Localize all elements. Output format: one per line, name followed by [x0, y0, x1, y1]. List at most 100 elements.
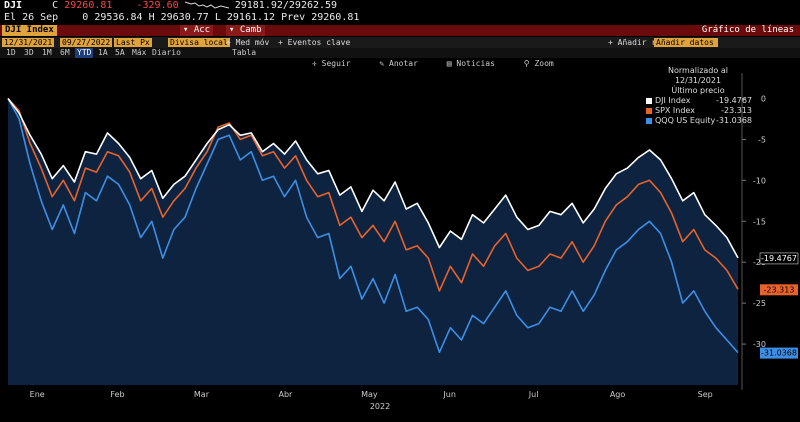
events-label: Eventos clave	[287, 38, 351, 47]
y-tick-label: -5	[758, 135, 766, 144]
line-chart: 0 -5 -10 -15 -20 -25 -30 Ene Feb Mar Abr May Jun Jul A…	[7, 73, 799, 411]
prev-label: Prev	[281, 12, 306, 23]
last-value-tag	[760, 284, 798, 296]
low-label: L	[214, 12, 221, 23]
table-view-button[interactable]: Tabla	[232, 48, 257, 57]
news-label: Noticias	[456, 59, 495, 68]
area-fill	[8, 98, 738, 385]
last-price: 29260.81	[64, 0, 113, 11]
x-tick-label: Feb	[110, 390, 124, 399]
high-value: 29630.77	[160, 12, 209, 23]
legend-value: -23.313	[721, 106, 752, 115]
period-1a[interactable]: 1A	[98, 48, 108, 57]
chart-settings-toolbar: 12/31/2021 09/27/2022 Last Px Divisa loc…	[0, 37, 800, 48]
events-toggle[interactable]: + Eventos clave	[276, 38, 352, 47]
x-tick-label: Ene	[30, 390, 45, 399]
period-6m[interactable]: 6M	[60, 48, 70, 57]
zoom-tool[interactable]: ⚲ Zoom	[523, 59, 554, 68]
x-tick-label: Ago	[610, 390, 626, 399]
prev-value: 29260.81	[311, 12, 360, 23]
caret-down-icon: ▾	[229, 25, 235, 35]
add-data-field[interactable]: Añadir datos	[654, 38, 718, 47]
last-value-tag	[759, 252, 799, 265]
open-value: 29536.84	[94, 12, 143, 23]
legend-swatch	[646, 98, 652, 104]
camb-menu[interactable]: ▾ Camb	[226, 25, 265, 36]
y-tick-label: -10	[753, 176, 766, 185]
legend-value: -31.0368	[716, 116, 752, 125]
acc-label: Acc	[193, 25, 211, 35]
period-toolbar: 1D 3D 1M 6M YTD 1A 5A Máx Diario Tabla	[0, 48, 800, 58]
x-tick-label: May	[361, 390, 378, 399]
x-tick-label: Abr	[278, 390, 293, 399]
chart-tools: ✛ Seguir ✎ Anotar ▤ Noticias ⚲ Zoom	[312, 58, 578, 69]
period-5a[interactable]: 5A	[115, 48, 125, 57]
last-value-tag	[760, 347, 798, 359]
plus-icon: +	[278, 38, 283, 47]
security-toolbar: DJI Index ▾ Acc ▾ Camb Gráfico de líneas	[0, 25, 800, 36]
legend-title: Normalizado al 12/31/2021	[668, 66, 728, 85]
annotate-label: Anotar	[389, 59, 418, 68]
annotate-tool[interactable]: ✎ Anotar	[379, 59, 418, 68]
y-tick-label: -30	[753, 340, 766, 349]
x-tick-label: Mar	[194, 390, 210, 399]
legend-name: SPX Index	[655, 106, 695, 115]
plus-icon: +	[608, 38, 613, 47]
chart-legend: Normalizado al 12/31/2021 Último precio …	[644, 66, 752, 126]
open-label: 0	[82, 12, 89, 23]
frequency-selector[interactable]: Diario	[152, 48, 181, 57]
high-label: H	[148, 12, 155, 23]
currency-selector[interactable]: Divisa local	[168, 38, 230, 47]
security-field[interactable]: DJI Index	[2, 25, 57, 36]
x-tick-label: Jul	[528, 390, 539, 399]
period-max[interactable]: Máx	[132, 48, 147, 57]
legend-name: DJI Index	[655, 96, 691, 105]
start-date-field[interactable]: 12/31/2021	[2, 38, 55, 47]
x-axis-year: 2022	[370, 402, 390, 411]
chart-area: 0 -5 -10 -15 -20 -25 -30 Ene Feb Mar Abr May Jun Jul A…	[0, 58, 800, 418]
series-line-2	[7, 98, 739, 354]
moving-average-toggle[interactable]: + Med móv	[224, 38, 271, 47]
sparkline-icon	[184, 1, 229, 9]
ticker-label: DJI	[4, 0, 23, 11]
quote-details: El 26 Sep 0 29536.84 H 29630.77 L 29161.…	[0, 12, 800, 24]
legend-item-qqq[interactable]: QQQ US Equity -31.0368	[644, 116, 752, 126]
last-value-label: -23.313	[764, 285, 795, 294]
follow-tool[interactable]: ✛ Seguir	[312, 59, 351, 68]
legend-value: -19.4767	[716, 96, 752, 105]
x-tick-label: Sep	[698, 390, 713, 399]
period-1m[interactable]: 1M	[42, 48, 52, 57]
y-tick-label: 0	[761, 94, 766, 103]
caret-down-icon: ▾	[183, 25, 189, 35]
last-value-label: -31.0368	[761, 349, 797, 358]
plus-icon: +	[226, 38, 231, 47]
acc-menu[interactable]: ▾ Acc	[180, 25, 214, 36]
field-selector[interactable]: Last Px	[114, 38, 152, 47]
exchange-flag: El	[4, 12, 17, 23]
low-value: 29161.12	[226, 12, 276, 23]
end-date-field[interactable]: 09/27/2022	[60, 38, 113, 47]
news-tool[interactable]: ▤ Noticias	[446, 59, 495, 68]
legend-name: QQQ US Equity	[655, 116, 716, 125]
price-change: -329.60	[136, 0, 179, 11]
zoom-label: Zoom	[534, 59, 554, 68]
price-range: 29181.92/29262.59	[234, 0, 338, 11]
period-3d[interactable]: 3D	[24, 48, 34, 57]
legend-item-spx[interactable]: SPX Index -23.313	[644, 106, 752, 116]
period-ytd[interactable]: YTD	[75, 48, 94, 58]
y-tick-label: -15	[753, 217, 766, 226]
quick-add-button[interactable]: + Añadir rápid	[606, 38, 677, 47]
y-tick-label: -25	[753, 299, 766, 308]
legend-subtitle: Último precio	[671, 86, 725, 95]
x-tick-label: Jun	[442, 390, 456, 399]
camb-label: Camb	[239, 25, 262, 35]
chart-type-title: Gráfico de líneas	[701, 25, 794, 35]
y-tick-label: -20	[753, 258, 766, 267]
follow-label: Seguir	[321, 59, 351, 68]
period-1d[interactable]: 1D	[6, 48, 16, 57]
legend-item-dji[interactable]: DJI Index -19.4767	[644, 96, 752, 106]
close-label: C	[52, 0, 59, 11]
legend-swatch	[646, 118, 652, 124]
moving-average-label: Med móv	[235, 38, 270, 47]
series-line-1	[7, 97, 739, 292]
